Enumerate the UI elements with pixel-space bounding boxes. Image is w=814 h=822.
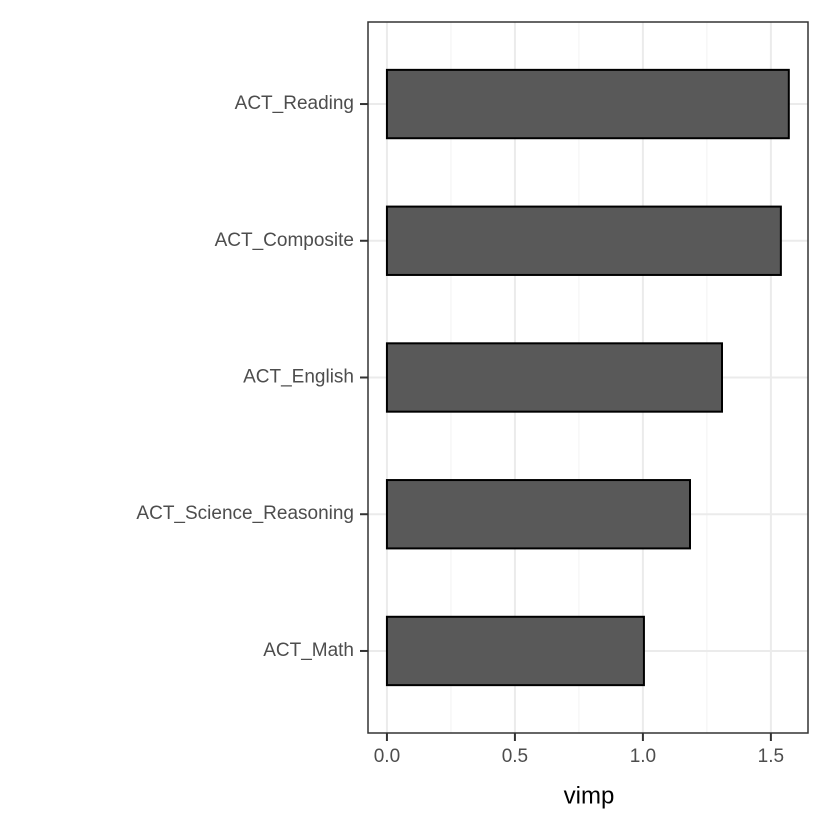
panel-border — [367, 21, 809, 734]
bar — [385, 479, 692, 550]
y-tick-label: ACT_English — [243, 367, 354, 388]
y-tick-label: ACT_Composite — [215, 230, 354, 251]
x-tick-label: 1.5 — [758, 746, 784, 767]
y-tick-label: ACT_Math — [263, 640, 354, 661]
bar — [385, 68, 790, 140]
bar — [385, 342, 723, 413]
y-tick-label: ACT_Science_Reasoning — [136, 503, 354, 524]
bar — [385, 615, 645, 687]
x-axis-label: vimp — [564, 782, 615, 809]
bar — [385, 205, 782, 276]
x-tick-label: 0.5 — [502, 746, 528, 767]
x-tick-label: 0.0 — [374, 746, 400, 767]
y-tick-label: ACT_Reading — [235, 93, 354, 114]
x-tick-label: 1.0 — [630, 746, 656, 767]
